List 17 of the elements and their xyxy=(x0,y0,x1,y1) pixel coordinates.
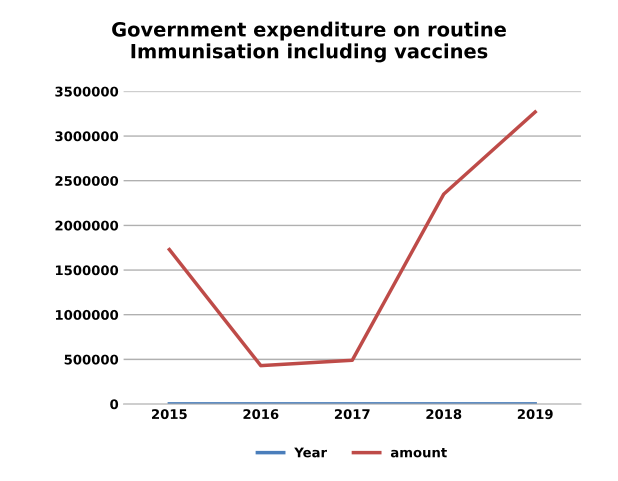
y-tick-label: 3000000 xyxy=(55,131,118,142)
y-tick-label: 0 xyxy=(110,399,118,410)
x-tick-label: 2016 xyxy=(243,409,278,420)
x-tick-label: 2017 xyxy=(334,409,370,420)
x-tick-label: 2018 xyxy=(426,409,462,420)
chart-title: Government expenditure on routine Immunisation including vaccines xyxy=(112,22,506,62)
y-tick-label: 2000000 xyxy=(56,220,118,231)
x-tick-label: 2019 xyxy=(518,409,553,420)
x-tick-label: 2015 xyxy=(152,409,187,420)
y-tick-label: 3500000 xyxy=(55,86,118,97)
legend-label: Year xyxy=(294,448,327,458)
y-tick-label: 1000000 xyxy=(56,310,118,320)
line-series xyxy=(168,110,537,368)
y-tick-label: 2500000 xyxy=(56,176,118,186)
legend-label: amount xyxy=(390,448,447,458)
y-tick-label: 1500000 xyxy=(56,265,118,276)
y-tick-label: 500000 xyxy=(64,354,118,365)
